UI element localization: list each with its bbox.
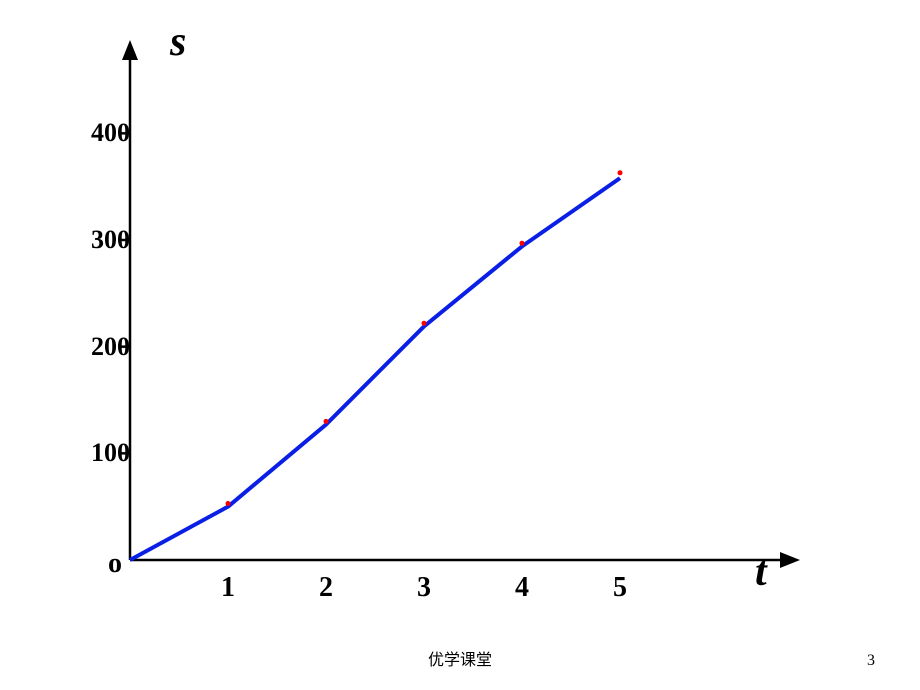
y-tick-label: 400 [91, 118, 130, 148]
footer-text: 优学课堂 [428, 646, 492, 670]
page-number: 3 [867, 652, 875, 670]
x-tick-label: 3 [417, 572, 431, 604]
origin-label: o [108, 548, 122, 580]
y-tick-label: 100 [91, 438, 130, 468]
y-tick-label: 300 [91, 225, 130, 255]
y-ticks [120, 133, 130, 453]
x-tick-label: 4 [515, 572, 529, 604]
chart-plot [130, 40, 810, 560]
data-markers [226, 170, 623, 506]
y-axis-arrow [122, 40, 138, 60]
x-tick-label: 1 [221, 572, 235, 604]
y-tick-label: 200 [91, 332, 130, 362]
x-tick-label: 2 [319, 572, 333, 604]
data-line [130, 178, 620, 560]
x-tick-label: 5 [613, 572, 627, 604]
x-axis-arrow [780, 552, 800, 568]
